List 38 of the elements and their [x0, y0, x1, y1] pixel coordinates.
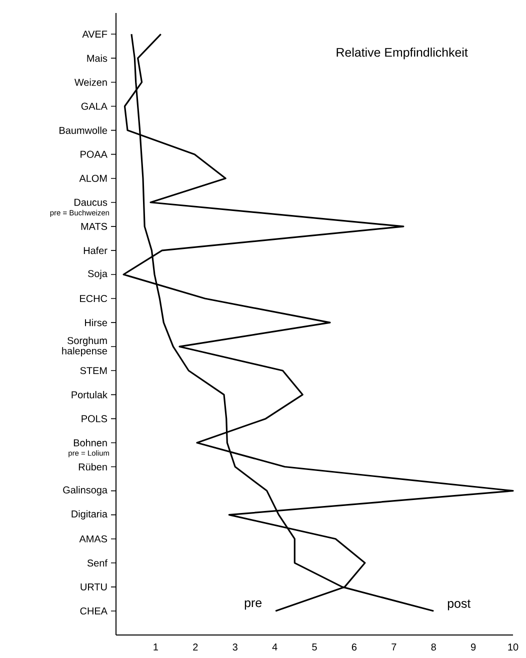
- series-label: post: [448, 600, 471, 610]
- y-tick-label: ECHC: [80, 295, 108, 302]
- y-tick-label: Daucus: [74, 198, 108, 206]
- y-tick-label: GALA: [81, 102, 108, 110]
- x-tick-label: 1: [154, 644, 158, 650]
- y-tick-label: Hirse: [85, 318, 108, 326]
- x-tick-label: 2: [193, 644, 198, 650]
- y-tick-label: Senf: [87, 559, 108, 567]
- y-tick-label: POLS: [82, 415, 108, 422]
- x-tick-label: 5: [312, 644, 317, 650]
- x-tick-label: 10: [508, 644, 518, 651]
- y-tick-label: Sorghum halepense: [62, 336, 108, 356]
- x-tick-label: 7: [392, 644, 396, 650]
- x-tick-label: 8: [431, 644, 436, 651]
- y-tick-label: POAA: [80, 150, 108, 158]
- y-tick-label: CHEA: [80, 607, 108, 614]
- x-tick-label: 6: [352, 644, 357, 651]
- text: Relative Empfindlichkeit: [336, 48, 468, 60]
- x-tick-label: 3: [232, 644, 238, 651]
- y-tick-label: Galinsoga: [63, 486, 108, 496]
- x-tick-label: 4: [272, 644, 278, 650]
- y-tick-label: AMAS: [79, 535, 108, 542]
- y-tick-label: ALOM: [79, 174, 107, 182]
- x-tick-label: 9: [471, 644, 476, 651]
- y-tick-label: Mais: [87, 54, 108, 62]
- y-tick-label: URTU: [80, 583, 107, 590]
- y-tick-label: Portulak: [72, 391, 108, 398]
- y-tick-label: Bohnen: [74, 439, 107, 446]
- y-tick-label: Weizen: [74, 78, 107, 86]
- y-tick-label: Hafer: [84, 246, 108, 254]
- y-tick-label: Soja: [88, 270, 108, 280]
- y-tick-label: STEM: [80, 367, 107, 374]
- series-label: pre: [244, 600, 262, 610]
- y-tick-label: AVEF: [82, 30, 108, 38]
- y-tick-label: MATS: [81, 222, 108, 230]
- y-tick-label: Baumwolle: [60, 126, 108, 134]
- y-tick-label: Rüben: [78, 463, 107, 470]
- y-tick-label: Digitaria: [72, 510, 108, 520]
